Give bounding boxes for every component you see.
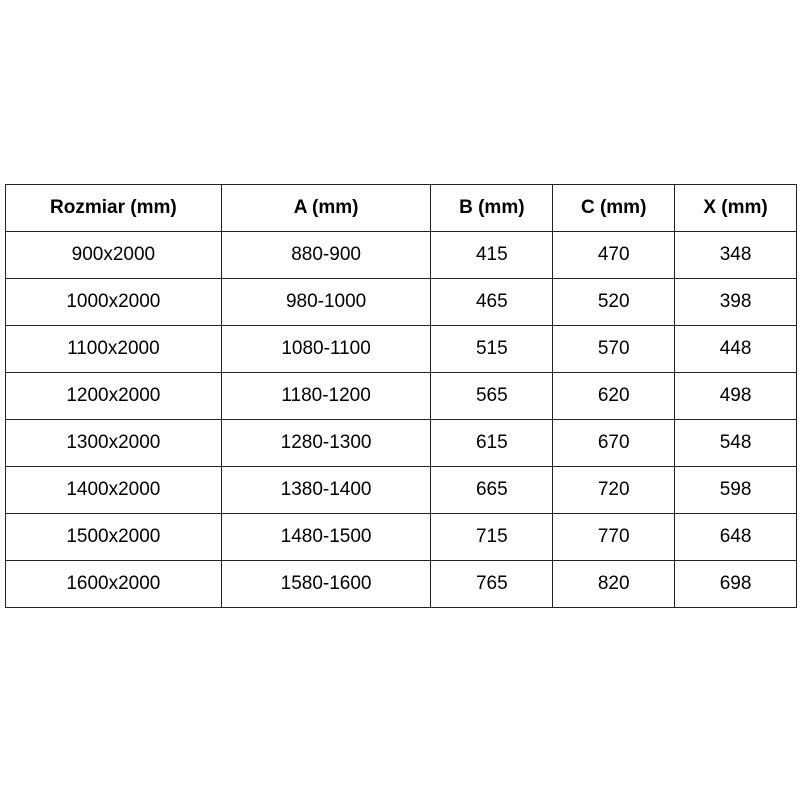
table-cell: 1300x2000: [5, 419, 222, 467]
column-header: B (mm): [430, 184, 554, 232]
table-cell: 765: [430, 560, 554, 608]
table-cell: 398: [674, 278, 797, 326]
table-cell: 498: [674, 372, 797, 420]
table-cell: 448: [674, 325, 797, 373]
table-cell: 1580-1600: [220, 560, 432, 608]
table-cell: 1400x2000: [5, 466, 222, 514]
table-cell: 570: [552, 325, 676, 373]
table-row: 1300x2000 1280-1300 615 670 548: [5, 419, 797, 467]
table-cell: 1000x2000: [5, 278, 222, 326]
table-cell: 470: [552, 231, 676, 279]
table-cell: 615: [430, 419, 554, 467]
table-cell: 465: [430, 278, 554, 326]
dimensions-table: Rozmiar (mm) A (mm) B (mm) C (mm) X (mm) 900…: [5, 184, 797, 608]
table-row: 1000x2000 980-1000 465 520 398: [5, 278, 797, 326]
column-header: C (mm): [552, 184, 676, 232]
table-cell: 1100x2000: [5, 325, 222, 373]
table-cell: 900x2000: [5, 231, 222, 279]
table-cell: 720: [552, 466, 676, 514]
table-cell: 620: [552, 372, 676, 420]
table-cell: 715: [430, 513, 554, 561]
table-cell: 415: [430, 231, 554, 279]
table-cell: 820: [552, 560, 676, 608]
table-cell: 665: [430, 466, 554, 514]
table-cell: 880-900: [220, 231, 432, 279]
table-cell: 515: [430, 325, 554, 373]
table-cell: 565: [430, 372, 554, 420]
table-cell: 1500x2000: [5, 513, 222, 561]
table-row: 1200x2000 1180-1200 565 620 498: [5, 372, 797, 420]
table-cell: 348: [674, 231, 797, 279]
table-cell: 1600x2000: [5, 560, 222, 608]
column-header: Rozmiar (mm): [5, 184, 222, 232]
table-row: 1100x2000 1080-1100 515 570 448: [5, 325, 797, 373]
table-row: 1600x2000 1580-1600 765 820 698: [5, 560, 797, 608]
table-cell: 670: [552, 419, 676, 467]
column-header: X (mm): [674, 184, 797, 232]
table-row: 900x2000 880-900 415 470 348: [5, 231, 797, 279]
table-cell: 1080-1100: [220, 325, 432, 373]
table-cell: 1200x2000: [5, 372, 222, 420]
table-row: 1500x2000 1480-1500 715 770 648: [5, 513, 797, 561]
header-row: Rozmiar (mm) A (mm) B (mm) C (mm) X (mm): [5, 184, 797, 232]
table-cell: 698: [674, 560, 797, 608]
table-cell: 1280-1300: [220, 419, 432, 467]
table-cell: 1180-1200: [220, 372, 432, 420]
table-cell: 1380-1400: [220, 466, 432, 514]
table-cell: 648: [674, 513, 797, 561]
table-cell: 980-1000: [220, 278, 432, 326]
table-cell: 520: [552, 278, 676, 326]
column-header: A (mm): [220, 184, 432, 232]
table-cell: 1480-1500: [220, 513, 432, 561]
table-cell: 598: [674, 466, 797, 514]
table-cell: 548: [674, 419, 797, 467]
table-cell: 770: [552, 513, 676, 561]
table-row: 1400x2000 1380-1400 665 720 598: [5, 466, 797, 514]
